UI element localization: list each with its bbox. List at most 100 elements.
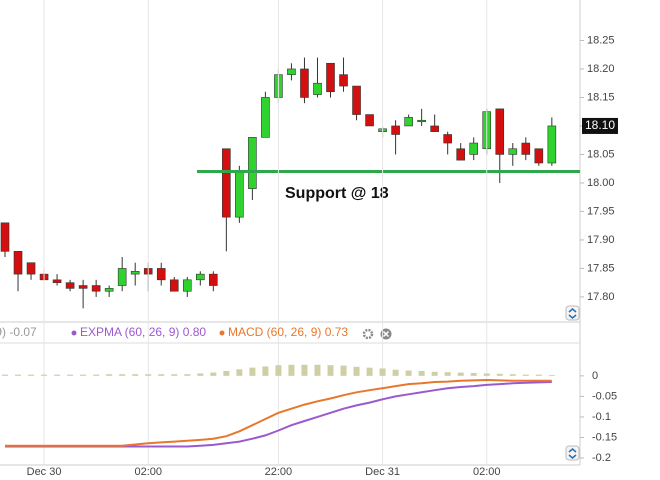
scroll-button[interactable] bbox=[565, 305, 580, 321]
last-price-box bbox=[582, 117, 618, 134]
histogram-bar bbox=[2, 374, 8, 376]
annotation: Support @ 18 bbox=[285, 185, 389, 202]
candle-body bbox=[430, 125, 439, 132]
candle-body bbox=[287, 68, 296, 75]
histogram-bar bbox=[158, 374, 165, 376]
histogram-bar bbox=[67, 374, 74, 376]
scroll-button[interactable] bbox=[565, 445, 580, 461]
candle-body bbox=[339, 74, 348, 87]
histogram-bar bbox=[28, 374, 35, 376]
legend-entry: 6, 9) -0.07 bbox=[0, 325, 37, 339]
candle-body bbox=[52, 279, 62, 283]
candle-body bbox=[235, 171, 244, 218]
candle-body bbox=[169, 279, 179, 292]
candle-body bbox=[391, 125, 400, 135]
last-price-label: 18.10 bbox=[585, 118, 615, 132]
candle-body bbox=[326, 62, 335, 93]
y-tick-label: 18.20 bbox=[587, 63, 615, 75]
candle-body bbox=[248, 137, 257, 189]
arrows bbox=[568, 448, 577, 459]
histogram-bar bbox=[548, 375, 555, 376]
candle-body bbox=[117, 268, 127, 286]
y-tick-label: 18.05 bbox=[587, 148, 615, 160]
x-tick-label: Dec 31 bbox=[365, 466, 400, 478]
histogram-bar bbox=[379, 368, 386, 376]
histogram-bar bbox=[366, 367, 373, 376]
x-tick-label: Dec 30 bbox=[27, 466, 62, 478]
y-tick-label: 17.95 bbox=[587, 205, 615, 217]
histogram-bar bbox=[223, 370, 230, 376]
histogram-bar bbox=[405, 370, 412, 376]
histogram-bar bbox=[184, 374, 191, 376]
y-tick-label: 17.90 bbox=[587, 234, 615, 246]
y-tick-label: -0.05 bbox=[592, 390, 617, 402]
histogram-bar bbox=[262, 366, 269, 376]
candle-body bbox=[222, 148, 231, 218]
settings-icon[interactable] bbox=[362, 328, 374, 340]
histogram-bar bbox=[41, 374, 48, 376]
histogram-bar bbox=[106, 374, 113, 376]
legend-entry: EXPMA (60, 26, 9) 0.80 bbox=[80, 325, 206, 339]
close-icon[interactable] bbox=[380, 328, 392, 340]
y-tick-label: -0.1 bbox=[592, 411, 611, 423]
candle-body bbox=[26, 262, 36, 275]
y-tick-label: -0.2 bbox=[592, 452, 611, 464]
x-tick-label: 22:00 bbox=[265, 466, 293, 478]
histogram-bar bbox=[353, 366, 360, 376]
candle-body bbox=[78, 285, 88, 289]
histogram-bar bbox=[483, 373, 490, 376]
candle-body bbox=[0, 222, 10, 252]
candle-body bbox=[469, 142, 479, 155]
y-tick-label: -0.15 bbox=[592, 431, 617, 443]
candle-body bbox=[547, 125, 557, 164]
candle-body bbox=[156, 268, 166, 281]
histogram-bar bbox=[392, 369, 399, 376]
histogram-bar bbox=[314, 364, 321, 376]
histogram-bar bbox=[301, 364, 308, 376]
button-bg bbox=[565, 305, 580, 321]
histogram-bar bbox=[522, 374, 529, 376]
candle-body bbox=[196, 273, 205, 281]
histogram-bar bbox=[15, 374, 22, 376]
y-tick-label: 0 bbox=[592, 370, 598, 382]
candle-body bbox=[456, 148, 466, 161]
candle-body bbox=[521, 142, 531, 155]
close-x bbox=[382, 330, 390, 338]
arrows bbox=[568, 308, 577, 319]
candle-body bbox=[495, 108, 505, 155]
histogram-bar bbox=[509, 374, 516, 376]
gear bbox=[362, 328, 374, 340]
candle-body bbox=[404, 117, 413, 127]
histogram-bar bbox=[535, 374, 542, 376]
x-tick-label: 02:00 bbox=[134, 466, 162, 478]
x-tick-label: 02:00 bbox=[473, 466, 501, 478]
histogram-bar bbox=[275, 365, 282, 376]
histogram-bar bbox=[249, 367, 256, 376]
histogram-bar bbox=[197, 373, 204, 376]
legend-dot bbox=[219, 330, 225, 336]
histogram-bar bbox=[444, 372, 451, 376]
candle-body bbox=[313, 82, 322, 95]
candle-body bbox=[443, 134, 452, 144]
candle-body bbox=[261, 97, 270, 138]
candle-body bbox=[534, 148, 544, 164]
histogram-bar bbox=[171, 374, 178, 376]
histogram-bar bbox=[236, 369, 243, 376]
legend-dot bbox=[71, 330, 77, 336]
histogram-bar bbox=[418, 370, 425, 376]
histogram-bar bbox=[327, 365, 334, 376]
histogram-bar bbox=[80, 374, 87, 376]
candle-body bbox=[365, 114, 374, 127]
legend-entry: MACD (60, 26, 9) 0.73 bbox=[228, 325, 348, 339]
candle-body bbox=[91, 285, 101, 292]
histogram-bar bbox=[93, 374, 100, 376]
candle-body bbox=[300, 68, 309, 98]
candle-body bbox=[130, 270, 140, 275]
histogram-bar bbox=[457, 372, 464, 376]
candle-body bbox=[182, 279, 192, 292]
histogram-bar bbox=[288, 364, 295, 376]
candle-body bbox=[352, 85, 361, 115]
button-bg bbox=[565, 445, 580, 461]
histogram-bar bbox=[54, 374, 61, 376]
